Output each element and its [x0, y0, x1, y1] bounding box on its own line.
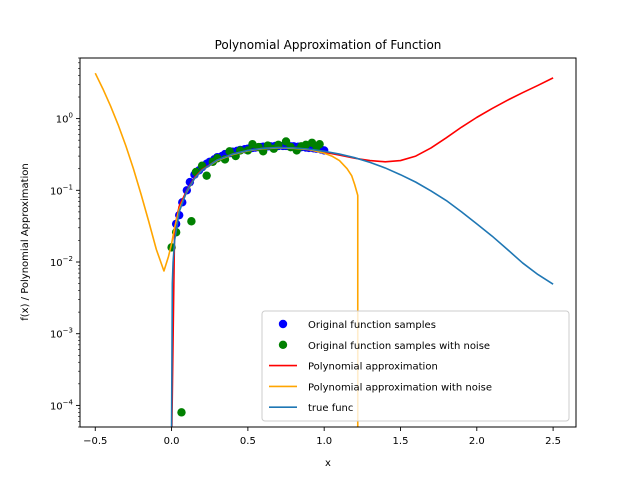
- x-tick-label: −0.5: [83, 436, 107, 447]
- scatter-point: [202, 171, 211, 180]
- y-tick-label: 10−3: [50, 327, 73, 341]
- scatter-point: [315, 139, 324, 149]
- x-axis: −0.5 0.0 0.5 1.0 1.5 2.0 2.5: [83, 427, 561, 447]
- x-tick-label: 2.0: [469, 436, 485, 447]
- scatter-point: [225, 147, 234, 156]
- x-tick-label: 2.5: [545, 436, 561, 447]
- legend-marker: [278, 319, 288, 329]
- legend-item: Polynomial approximation with noise: [269, 382, 492, 393]
- y-tick-label: 10−1: [50, 183, 73, 197]
- legend-label: true func: [308, 403, 353, 414]
- legend-marker: [278, 340, 288, 349]
- legend-label: Polynomial approximation with noise: [308, 382, 492, 393]
- scatter-point: [177, 408, 186, 417]
- legend-item: Polynomial approximation: [269, 362, 438, 373]
- legend: Original function samples Original functi…: [261, 310, 570, 422]
- legend-item: true func: [269, 403, 353, 414]
- y-tick-label: 10−2: [50, 255, 73, 269]
- legend-label: Original function samples with noise: [308, 341, 490, 352]
- x-tick-label: 0.5: [240, 436, 256, 447]
- legend-item: Original function samples: [278, 319, 436, 331]
- x-tick-label: 1.5: [393, 436, 409, 447]
- x-tick-label: 0.0: [164, 436, 180, 447]
- legend-label: Original function samples: [308, 320, 436, 331]
- chart-title: Polynomial Approximation of Function: [215, 38, 442, 52]
- scatter-point: [281, 137, 291, 146]
- y-tick-label: 10−4: [50, 398, 74, 412]
- plot-frame: [79, 57, 577, 428]
- series-line-5: [170, 146, 554, 427]
- x-axis-label: x: [325, 458, 331, 469]
- legend-label: Polynomial approximation: [308, 362, 438, 373]
- legend-frame: [261, 310, 570, 422]
- plot-area: [94, 72, 554, 427]
- x-tick-label: 1.0: [316, 436, 332, 447]
- legend-item: Original function samples with noise: [278, 340, 490, 352]
- scatter-point: [187, 217, 196, 226]
- y-axis: 10−4 10−3 10−2 10−1 100: [50, 57, 80, 428]
- y-axis-label: f(x) / Polynomial Approximation: [20, 163, 31, 320]
- y-tick-label: 100: [56, 112, 73, 126]
